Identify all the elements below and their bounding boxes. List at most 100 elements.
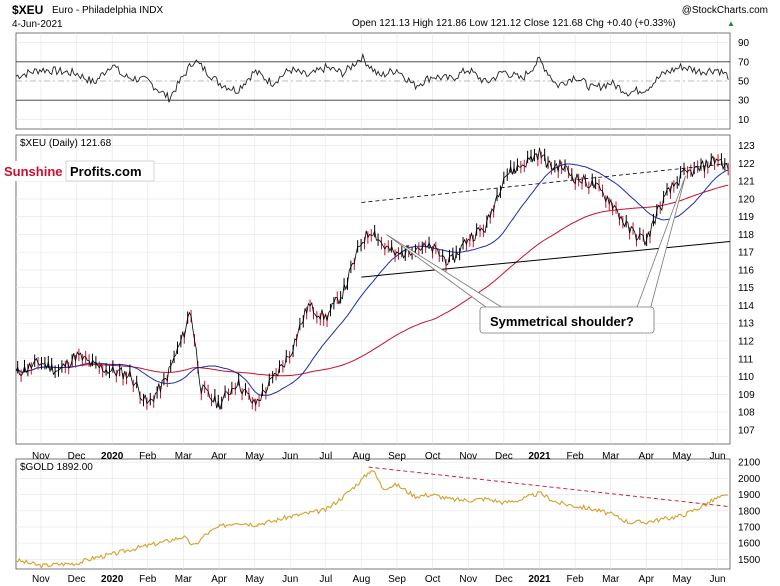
y-tick-label: 114 bbox=[738, 301, 754, 312]
y-tick-label: 117 bbox=[738, 248, 754, 259]
x-tick-label: Jul bbox=[319, 451, 332, 462]
x-tick-label: Feb bbox=[139, 574, 157, 585]
x-tick-label: Apr bbox=[211, 451, 227, 462]
x-tick-label: Dec bbox=[495, 451, 513, 462]
y-tick-label: 1700 bbox=[738, 522, 761, 533]
y-tick-label: 1800 bbox=[738, 506, 761, 517]
lower-trendline bbox=[361, 241, 731, 278]
price-panel bbox=[15, 134, 731, 445]
ma200-line bbox=[15, 184, 729, 377]
y-tick-label: 116 bbox=[738, 265, 754, 276]
x-tick-label: Mar bbox=[175, 451, 193, 462]
x-tick-label: Sep bbox=[388, 574, 406, 585]
x-tick-label: Dec bbox=[68, 574, 86, 585]
x-tick-label: Nov bbox=[32, 574, 50, 585]
y-tick-label: 123 bbox=[738, 141, 755, 152]
up-arrow-icon: ▲ bbox=[727, 19, 735, 28]
x-tick-label: Aug bbox=[353, 451, 371, 462]
chart-date: 4-Jun-2021 bbox=[12, 19, 63, 30]
y-tick-label: 30 bbox=[738, 96, 750, 107]
gold-trendline bbox=[368, 466, 731, 508]
x-tick-label: Dec bbox=[495, 574, 513, 585]
x-tick-label: Nov bbox=[459, 451, 477, 462]
x-tick-label: Apr bbox=[211, 574, 227, 585]
annotation-box bbox=[479, 306, 655, 334]
y-tick-label: 70 bbox=[738, 57, 750, 68]
annotation-pointer-right bbox=[635, 175, 686, 311]
x-tick-label: Mar bbox=[602, 574, 620, 585]
x-tick-label: Jun bbox=[709, 451, 725, 462]
x-tick-label: 2021 bbox=[528, 574, 551, 585]
x-tick-label: Sep bbox=[388, 451, 406, 462]
price-panel-label: $XEU (Daily) 121.68 bbox=[20, 138, 112, 149]
y-tick-label: 115 bbox=[738, 283, 754, 294]
x-tick-label: Jun bbox=[709, 574, 725, 585]
y-tick-label: 112 bbox=[738, 337, 754, 348]
y-tick-label: 118 bbox=[738, 230, 754, 241]
quote-summary: Open 121.13 High 121.86 Low 121.12 Close… bbox=[352, 18, 676, 29]
y-tick-label: 1500 bbox=[738, 555, 761, 566]
logo-sunshine: Sunshine bbox=[4, 164, 63, 179]
symbol: $XEU bbox=[12, 3, 43, 17]
y-tick-label: 113 bbox=[738, 319, 754, 330]
x-tick-label: Mar bbox=[602, 451, 620, 462]
x-tick-label: Apr bbox=[639, 451, 655, 462]
x-tick-label: Nov bbox=[32, 451, 50, 462]
annotation-pointer-left bbox=[386, 234, 508, 311]
y-tick-label: 90 bbox=[738, 38, 750, 49]
x-tick-label: May bbox=[245, 451, 264, 462]
x-tick-label: May bbox=[672, 574, 691, 585]
y-tick-label: 107 bbox=[738, 425, 755, 436]
x-tick-label: 2020 bbox=[101, 451, 124, 462]
y-tick-label: 50 bbox=[738, 77, 750, 88]
ma50-line bbox=[15, 163, 729, 396]
x-tick-label: Mar bbox=[175, 574, 193, 585]
price-line bbox=[15, 147, 729, 410]
x-tick-label: May bbox=[245, 574, 264, 585]
upper-trendline bbox=[361, 163, 731, 203]
y-tick-label: 120 bbox=[738, 194, 755, 205]
x-axis-upper: Nov Dec 2020 Feb Mar Apr May Jun Jul Aug Sep Oct Nov… bbox=[32, 451, 726, 462]
symbol-name: Euro - Philadelphia INDX bbox=[52, 5, 163, 16]
x-tick-label: Apr bbox=[639, 574, 655, 585]
gold-panel bbox=[15, 458, 731, 570]
x-tick-label: May bbox=[672, 451, 691, 462]
annotation: Symmetrical shoulder? bbox=[386, 175, 686, 334]
x-tick-label: Aug bbox=[353, 574, 371, 585]
y-tick-label: 2100 bbox=[738, 458, 761, 469]
x-tick-label: Feb bbox=[566, 451, 584, 462]
y-tick-label: 10 bbox=[738, 115, 750, 126]
sunshine-profits-logo: Sunshine Profits.com bbox=[2, 160, 155, 182]
annotation-text: Symmetrical shoulder? bbox=[490, 314, 634, 329]
stockcharts-credit: @StockCharts.com bbox=[682, 5, 768, 16]
rsi-line bbox=[15, 52, 729, 103]
y-tick-label: 110 bbox=[738, 372, 754, 383]
y-tick-label: 109 bbox=[738, 390, 755, 401]
logo-profits: Profits.com bbox=[70, 164, 142, 179]
x-tick-label: Nov bbox=[459, 574, 477, 585]
y-tick-label: 108 bbox=[738, 408, 755, 419]
gold-grid: 2100 2000 1900 1800 1700 1600 1500 bbox=[16, 458, 761, 569]
x-tick-label: Dec bbox=[68, 451, 86, 462]
rsi-grid: 90 70 50 30 10 bbox=[16, 33, 750, 129]
x-tick-label: Oct bbox=[425, 451, 441, 462]
y-tick-label: 122 bbox=[738, 159, 755, 170]
x-tick-label: Feb bbox=[566, 574, 584, 585]
y-tick-label: 1900 bbox=[738, 490, 761, 501]
y-tick-label: 1600 bbox=[738, 539, 761, 550]
gold-panel-label: $GOLD 1892.00 bbox=[20, 462, 93, 473]
y-tick-label: 121 bbox=[738, 177, 755, 188]
y-tick-label: 111 bbox=[738, 354, 754, 365]
x-tick-label: Jul bbox=[319, 574, 332, 585]
y-tick-label: 119 bbox=[738, 212, 754, 223]
x-tick-label: Oct bbox=[425, 574, 441, 585]
x-axis-lower: Nov Dec 2020 Feb Mar Apr May Jun Jul Aug Sep Oct Nov… bbox=[32, 574, 726, 585]
x-tick-label: 2021 bbox=[528, 451, 551, 462]
x-tick-label: 2020 bbox=[101, 574, 124, 585]
gold-line bbox=[15, 470, 729, 570]
x-tick-label: Jun bbox=[282, 574, 298, 585]
y-tick-label: 2000 bbox=[738, 474, 761, 485]
x-tick-label: Feb bbox=[139, 451, 157, 462]
price-grid: 123 122 121 120 119 118 117 116 115 114 113 112 111 1… bbox=[16, 135, 755, 444]
